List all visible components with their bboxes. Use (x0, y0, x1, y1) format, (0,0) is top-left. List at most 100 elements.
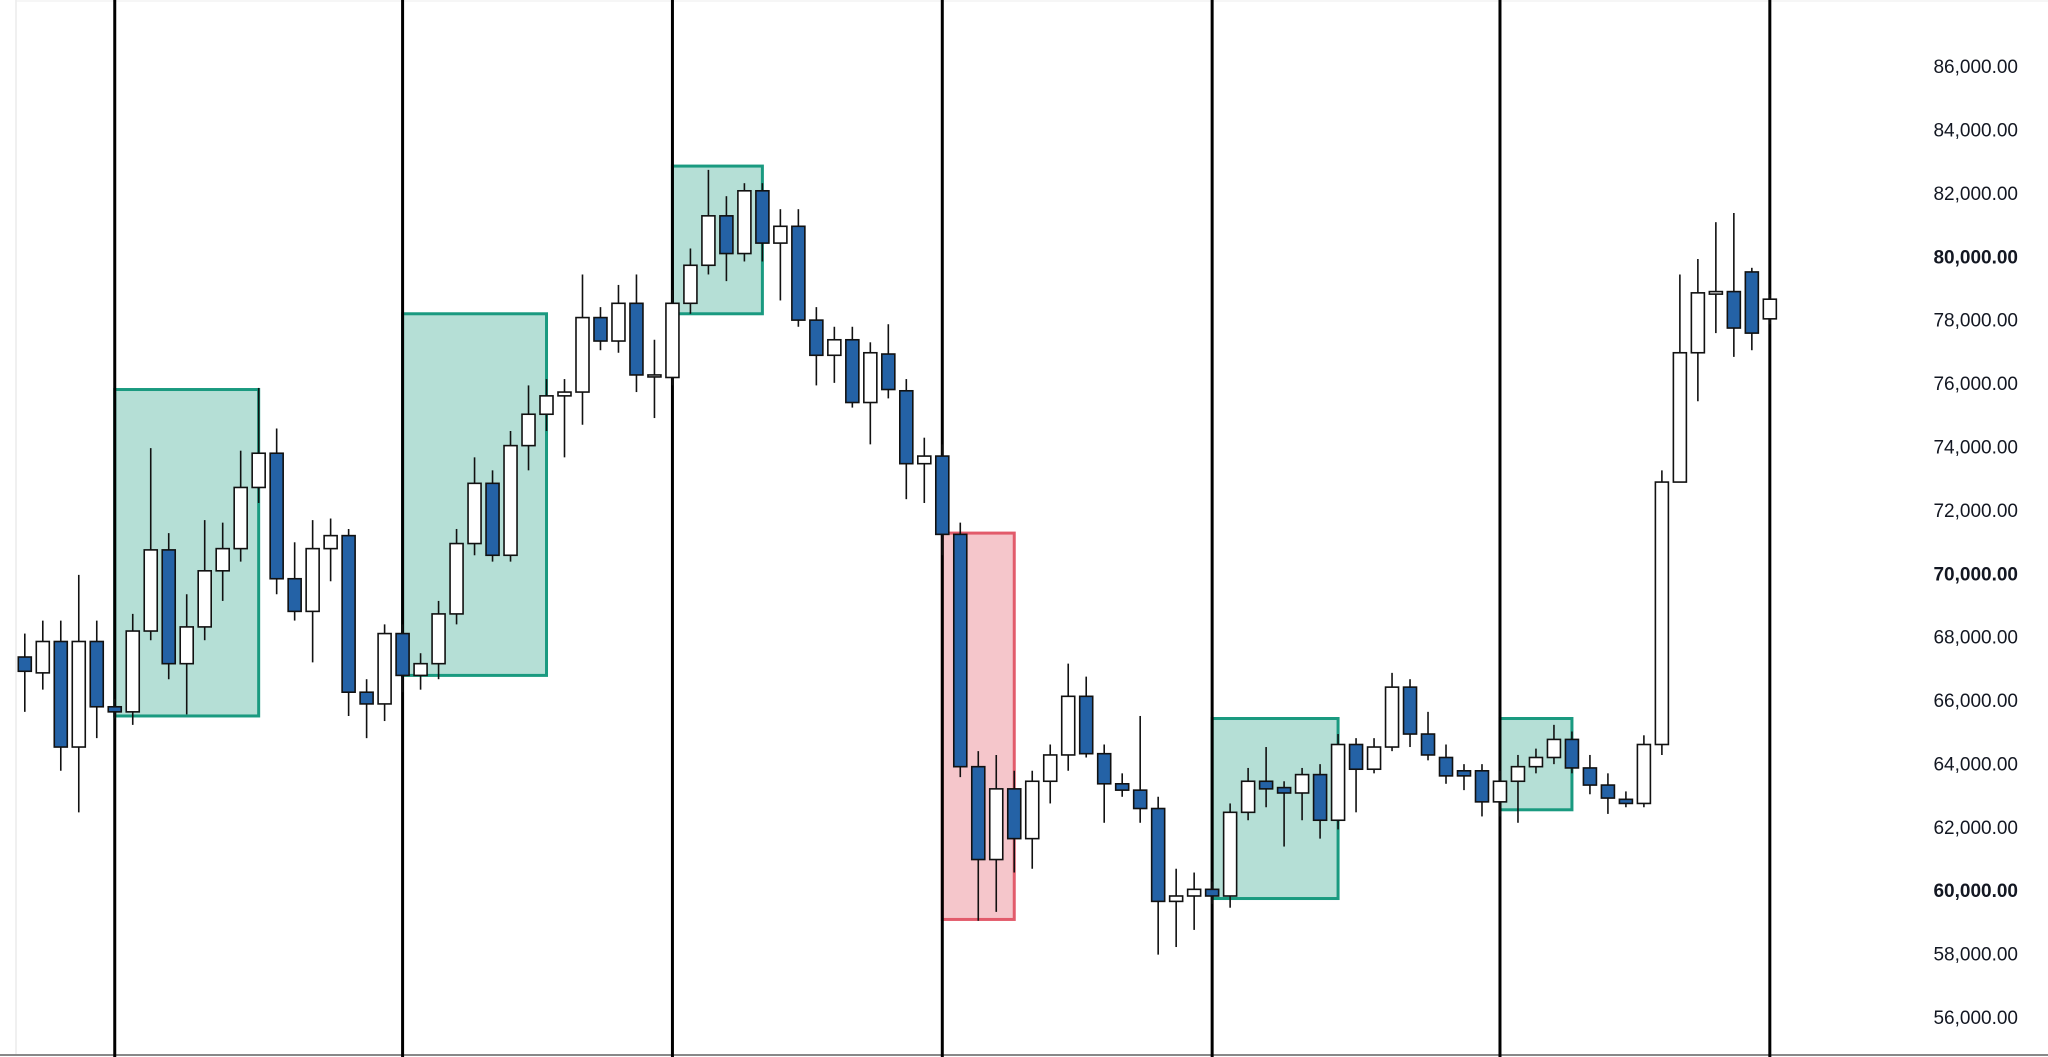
candle-body (1150, 807, 1166, 903)
candle-body (845, 338, 860, 404)
candle-body (1240, 780, 1256, 814)
candle-body (233, 486, 248, 550)
candles (17, 169, 1778, 955)
candle-body (107, 705, 123, 713)
candle-body (1096, 752, 1112, 785)
candle-body (755, 189, 770, 244)
candle-body (863, 351, 878, 404)
candle-body (251, 452, 266, 489)
y-tick-label: 58,000.00 (1933, 945, 2018, 966)
candle-body (881, 353, 896, 391)
candle-body (701, 215, 716, 267)
candle-body (1294, 773, 1310, 794)
candle-body (1492, 780, 1508, 803)
candle-body (1078, 695, 1094, 755)
y-tick-label: 74,000.00 (1933, 437, 2018, 458)
candle-body (575, 316, 590, 393)
candle-body (17, 656, 33, 673)
y-tick-label: 86,000.00 (1933, 57, 2018, 78)
candle-body (503, 444, 518, 557)
candle-body (952, 533, 968, 768)
candle-body (1708, 290, 1724, 295)
candle-body (611, 302, 626, 342)
y-tick-label: 62,000.00 (1933, 818, 2018, 839)
candle-body (1168, 895, 1184, 903)
candle-body (1564, 738, 1580, 769)
candle-body (1474, 770, 1490, 803)
candle-body (1114, 782, 1130, 791)
candle-body (305, 547, 320, 613)
y-tick-label: 78,000.00 (1933, 311, 2018, 332)
candle-body (988, 788, 1004, 861)
candle-body (1222, 811, 1238, 897)
candle-body (1060, 695, 1076, 756)
candle-body (1582, 767, 1598, 786)
candle-body (125, 630, 141, 713)
candle-body (1366, 746, 1382, 771)
candle-body (827, 338, 842, 357)
candle-body (1186, 888, 1202, 897)
candle-body (629, 302, 644, 376)
y-tick-label: 64,000.00 (1933, 754, 2018, 775)
candle-body (791, 225, 806, 321)
candle-body (593, 316, 608, 342)
candle-body (485, 482, 500, 557)
y-tick-label: 80,000.00 (1933, 247, 2018, 268)
candle-body (341, 534, 356, 694)
candle-body (1006, 788, 1022, 840)
y-tick-label: 56,000.00 (1933, 1008, 2018, 1029)
candle-body (1438, 756, 1454, 777)
candle-body (161, 549, 177, 665)
candle-body (539, 395, 554, 416)
y-axis: 56,000.00 58,000.00 60,000.00 62,000.00 64,0… (1933, 57, 2046, 1029)
candle-body (1762, 298, 1778, 320)
candle-body (1690, 292, 1706, 354)
candle-body (934, 455, 950, 536)
y-tick-label: 60,000.00 (1933, 881, 2018, 902)
candle-body (1384, 686, 1400, 748)
y-tick-label: 84,000.00 (1933, 121, 2018, 142)
candle-body (809, 319, 824, 357)
y-tick-label: 76,000.00 (1933, 374, 2018, 395)
candle-body (899, 389, 914, 465)
candle-body (359, 691, 374, 705)
candle-body (521, 413, 536, 447)
candle-body (1456, 770, 1472, 777)
candle-body (1132, 789, 1148, 810)
candle-body (89, 640, 105, 708)
candle-body (35, 640, 51, 674)
candle-body (53, 640, 69, 748)
candle-body (377, 632, 392, 705)
candle-body (143, 549, 159, 632)
candle-body (1600, 784, 1616, 799)
y-tick-label: 66,000.00 (1933, 691, 2018, 712)
candle-body (215, 547, 230, 572)
candle-body (431, 613, 446, 665)
candle-body (719, 215, 734, 255)
candle-body (467, 482, 482, 545)
candle-body (1258, 780, 1274, 790)
candle-body (1042, 754, 1058, 783)
candle-body (1276, 786, 1292, 794)
candle-body (970, 765, 986, 861)
candle-body (1726, 290, 1742, 329)
candle-body (1546, 738, 1562, 759)
candle-body (647, 374, 662, 378)
candle-body (1510, 765, 1526, 783)
candle-body (1654, 481, 1670, 746)
candle-body (557, 391, 572, 397)
candle-body (395, 632, 410, 677)
candle-body (197, 570, 212, 628)
candle-body (1402, 686, 1418, 735)
candle-body (773, 225, 788, 244)
candle-body (1204, 888, 1220, 897)
candle-body (1636, 743, 1652, 805)
candle-body (1312, 773, 1328, 822)
candle-body (413, 662, 428, 677)
candle-body (1420, 733, 1436, 756)
y-tick-label: 72,000.00 (1933, 501, 2018, 522)
candle-body (683, 264, 698, 305)
candle-body (1672, 351, 1688, 483)
